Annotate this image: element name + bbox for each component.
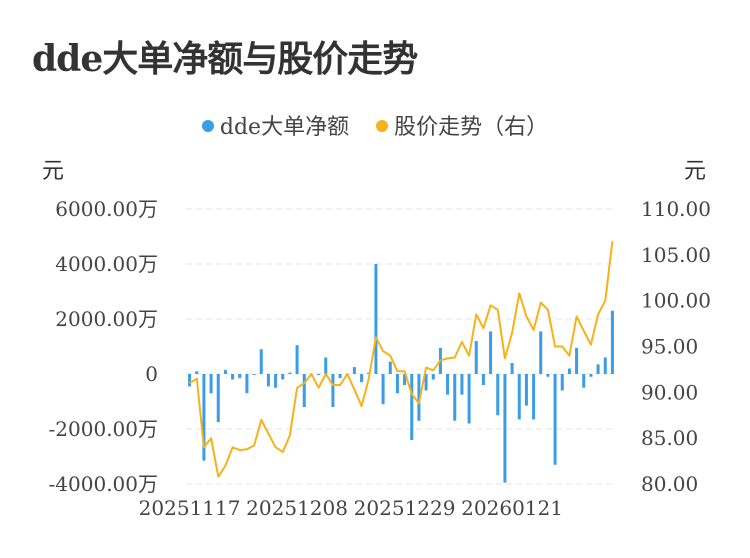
dde-bar [474,341,478,374]
dde-bar [188,374,192,387]
dde-bar [524,374,528,406]
dde-bar [374,264,378,374]
dde-bar [553,374,557,465]
right-axis-ticks: 110.00 105.00 100.00 95.00 90.00 85.00 80.00 [641,197,711,496]
dde-bar [252,374,256,375]
legend-marker-price [376,120,389,132]
price-line [189,240,614,478]
dde-bar [274,374,278,388]
gridlines [186,208,616,485]
dde-bar [517,374,521,420]
dde-bar [503,374,507,483]
dde-bar [381,374,385,405]
left-tick-label: -2000.00万 [49,417,158,441]
dde-bar [202,374,206,461]
dde-bar [417,374,421,421]
dde-bar [424,374,428,391]
dde-bar [360,374,364,383]
dde-bar [410,374,414,440]
dde-bar [395,374,399,394]
dde-bars [188,264,614,483]
dde-bar [231,374,235,380]
dde-bar [295,345,299,374]
dde-bar [539,331,543,374]
right-tick-label: 80.00 [641,472,698,496]
dde-bar [575,347,579,374]
dde-bar [288,372,292,374]
right-axis-unit: 元 [684,159,706,184]
right-tick-label: 110.00 [641,197,711,221]
dde-bar [610,310,614,374]
dde-bar [589,374,593,377]
dde-bar [281,374,285,380]
price-line-group [189,240,614,478]
right-tick-label: 95.00 [641,335,698,359]
dde-bar [388,361,392,374]
legend-label-price: 股价走势（右） [394,115,549,140]
dde-bar [266,374,270,387]
dde-bar [453,374,457,421]
left-tick-label: -4000.00万 [49,472,158,496]
left-tick-label: 2000.00万 [55,307,158,331]
left-tick-label: 0 [145,362,158,386]
left-axis-ticks: 6000.00万 4000.00万 2000.00万 0 -2000.00万 -4000.… [49,197,158,496]
dde-bar [460,374,464,395]
dde-bar [216,374,220,423]
dde-bar [245,374,249,394]
legend: dde大单净额 股价走势（右） [0,109,750,141]
legend-item-dde[interactable]: dde大单净额 [201,109,350,141]
x-tick-label: 20251208 [246,496,348,520]
dde-bar [603,357,607,374]
left-tick-label: 4000.00万 [55,252,158,276]
right-tick-label: 90.00 [641,380,698,404]
dde-bar [317,374,321,375]
dde-bar [489,331,493,374]
dde-bar [209,374,213,394]
dde-bar [324,357,328,374]
dde-bar [352,367,356,374]
dde-bar [446,374,450,395]
dde-bar [496,374,500,416]
dde-bar [431,374,435,380]
legend-marker-dde [201,120,214,132]
dde-bar [481,374,485,385]
dde-bar [195,371,199,374]
dde-bar [510,363,514,374]
dde-bar [596,364,600,374]
dde-bar [532,374,536,420]
right-tick-label: 100.00 [641,289,711,313]
dde-bar [302,374,306,407]
dde-bar [331,374,335,407]
legend-label-dde: dde大单净额 [219,115,350,140]
dde-bar [567,368,571,374]
left-tick-label: 6000.00万 [55,197,158,221]
x-tick-label: 20251229 [354,496,456,520]
dde-bar [338,374,342,379]
legend-item-price[interactable]: 股价走势（右） [376,109,548,141]
dde-bar [467,374,471,424]
x-tick-label: 20251117 [139,496,241,520]
dde-bar [223,369,227,374]
chart-title: dde大单净额与股价走势 [32,38,418,80]
dde-bar [560,374,564,391]
dde-bar [403,374,407,385]
left-axis-unit: 元 [42,159,64,184]
right-tick-label: 105.00 [641,243,711,267]
right-tick-label: 85.00 [641,426,698,450]
dde-bar [582,374,586,388]
x-axis-ticks: 20251117 20251208 20251229 20260121 [139,496,563,520]
x-tick-label: 20260121 [461,496,563,520]
dde-bar [259,349,263,374]
dde-bar [546,374,550,377]
dde-bar [238,374,242,379]
